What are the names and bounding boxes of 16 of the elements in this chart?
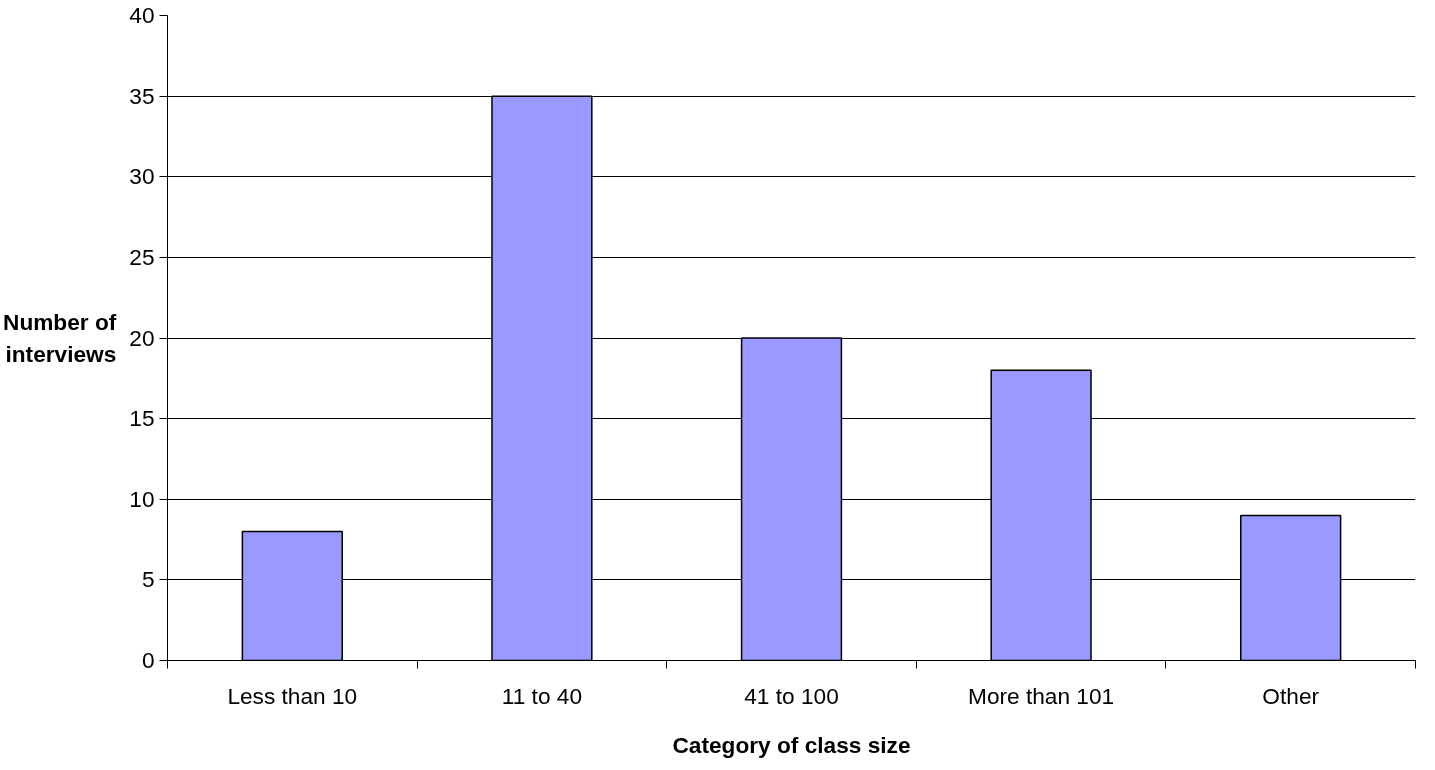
y-tick-label: 35	[129, 82, 155, 109]
y-tick-label: 20	[129, 324, 155, 351]
x-tick-label: More than 101	[968, 682, 1115, 709]
y-tick-label: 5	[141, 566, 155, 593]
x-tick-label: Other	[1262, 682, 1320, 709]
y-tick-label: 10	[129, 485, 155, 512]
x-tick-label: Less than 10	[227, 682, 358, 709]
x-tick-label: 11 to 40	[501, 682, 583, 709]
y-tick-label: 15	[129, 405, 155, 432]
y-tick-label: 25	[129, 243, 155, 270]
x-axis-title: Category of class size	[672, 731, 911, 758]
x-tick-label: 41 to 100	[744, 682, 839, 709]
y-tick-label: 40	[129, 2, 155, 28]
y-tick-label: 0	[141, 647, 155, 673]
y-tick-label: 30	[129, 163, 155, 190]
y-axis-title: Number of interviews	[3, 309, 117, 367]
